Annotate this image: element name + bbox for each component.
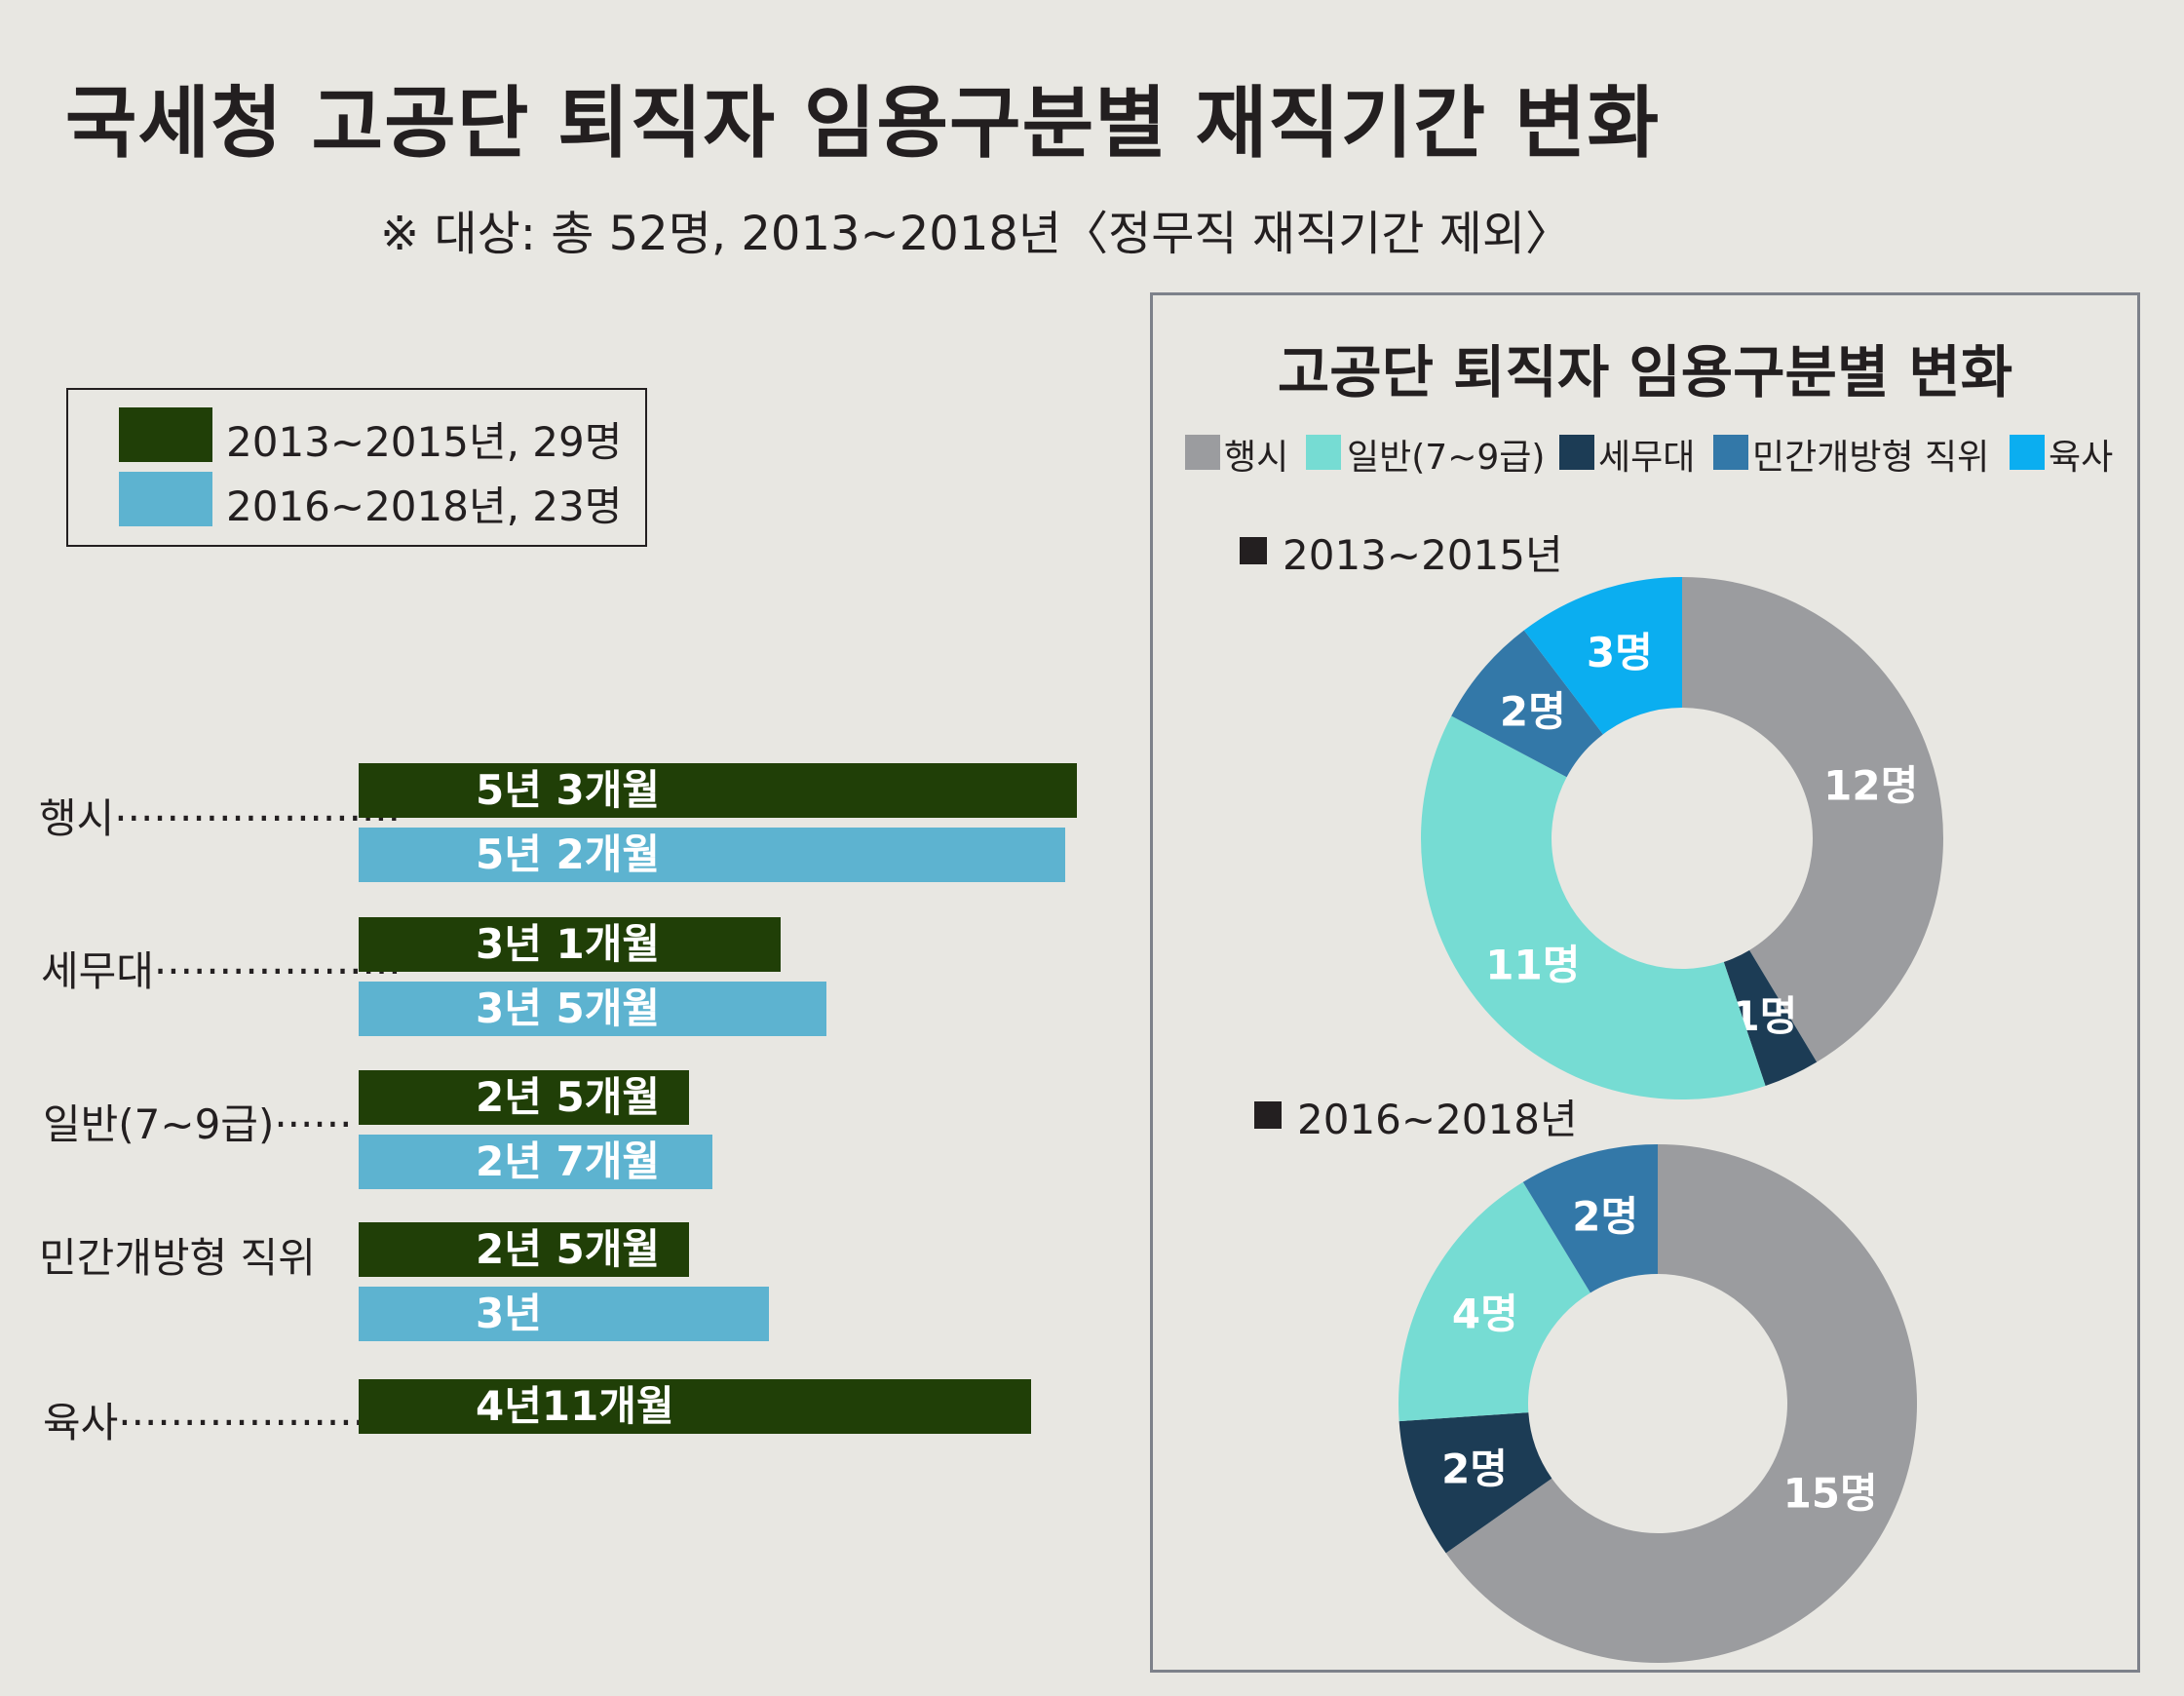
donut-1-label-3: 11명: [1485, 942, 1580, 989]
bar-mingan-series-2: [359, 1287, 769, 1341]
donut-2-label-1: 15명: [1783, 1469, 1878, 1517]
donut-panel: [1150, 292, 2140, 1673]
donut-2-slice-4: [1522, 1144, 1658, 1293]
donut-1-slice-2: [1723, 949, 1818, 1086]
period-label-1: 2013~2015년: [1283, 531, 1563, 579]
donut-2-label-2: 2명: [1441, 1445, 1508, 1492]
donut-panel-title: 고공단 퇴직자 임용구분별 변화: [1277, 339, 2013, 405]
bar-label-haengsi-series-2: 5년 2개월: [476, 830, 660, 878]
legend-swatch-2013-2015: [119, 407, 212, 462]
bar-label-haengsi-series-1: 5년 3개월: [476, 766, 660, 814]
bar-label-semudae-series-2: 3년 5개월: [476, 984, 660, 1032]
period-marker-1: [1240, 537, 1267, 564]
bar-haengsi-series-2: [359, 828, 1065, 882]
bar-label-ilban-series-2: 2년 7개월: [476, 1137, 660, 1185]
bar-label-mingan-series-1: 2년 5개월: [476, 1225, 660, 1273]
legend-label-2016-2018: 2016~2018년, 23명: [226, 482, 623, 530]
donut-2-slice-3: [1399, 1181, 1590, 1422]
bar-label-yuksa-series-1: 4년11개월: [476, 1382, 674, 1430]
donut-legend-swatch-mingan: [1713, 435, 1748, 470]
bar-label-semudae-series-1: 3년 1개월: [476, 920, 660, 968]
donut-2-label-3: 4명: [1452, 1291, 1518, 1338]
subtitle: ※ 대상: 총 52명, 2013~2018년〈정무직 재직기간 제외〉: [380, 207, 1573, 261]
donut-1-slice-1: [1682, 577, 1943, 1062]
page-title: 국세청 고공단 퇴직자 임용구분별 재직기간 변화: [64, 78, 1661, 169]
donut-1-slice-3: [1420, 715, 1766, 1099]
donut-2-slice-1: [1445, 1144, 1917, 1664]
category-label-semudae: 세무대···················: [41, 947, 402, 995]
bar-semudae-series-1: [359, 917, 781, 972]
legend-label-2013-2015: 2013~2015년, 29명: [226, 418, 623, 466]
category-label-yuksa: 육사·····················: [43, 1399, 392, 1446]
bar-label-mingan-series-2: 3년: [476, 1290, 542, 1337]
donut-1-label-5: 3명: [1587, 629, 1653, 676]
donut-legend-label-yuksa: 육사: [2049, 438, 2114, 478]
donut-1-slice-4: [1451, 630, 1603, 778]
donut-legend-swatch-ilban: [1306, 435, 1341, 470]
legend-swatch-2016-2018: [119, 472, 212, 526]
bar-label-ilban-series-1: 2년 5개월: [476, 1073, 660, 1121]
donut-1-slice-5: [1523, 577, 1682, 735]
donut-1-label-4: 2명: [1500, 687, 1566, 735]
bar-haengsi-series-1: [359, 763, 1077, 818]
bar-mingan-series-1: [359, 1222, 689, 1277]
bar-yuksa-series-1: [359, 1379, 1031, 1434]
category-label-ilban: 일반(7~9급)······: [43, 1100, 353, 1148]
bar-ilban-series-2: [359, 1135, 712, 1189]
donut-legend-label-mingan: 민간개방형 직위: [1752, 438, 1990, 478]
bar-semudae-series-2: [359, 982, 826, 1036]
donut-1-label-1: 12명: [1823, 762, 1918, 810]
category-label-haengsi: 행시······················: [39, 794, 401, 842]
bar-legend: 2013~2015년, 29명 2016~2018년, 23명: [66, 388, 647, 547]
donut-legend-label-haengsi: 행시: [1224, 438, 1289, 478]
donut-legend-label-ilban: 일반(7~9급): [1347, 438, 1546, 478]
category-label-mingan: 민간개방형 직위: [39, 1234, 316, 1282]
donut-legend-swatch-haengsi: [1185, 435, 1220, 470]
period-label-2: 2016~2018년: [1297, 1096, 1578, 1143]
donut-legend-swatch-yuksa: [2010, 435, 2045, 470]
period-marker-2: [1254, 1101, 1282, 1129]
donut-2-label-4: 2명: [1572, 1192, 1638, 1240]
bar-ilban-series-1: [359, 1070, 689, 1125]
donut-2-slice-2: [1399, 1412, 1552, 1554]
donut-legend-label-semudae: 세무대: [1598, 438, 1696, 478]
donut-legend-swatch-semudae: [1559, 435, 1594, 470]
